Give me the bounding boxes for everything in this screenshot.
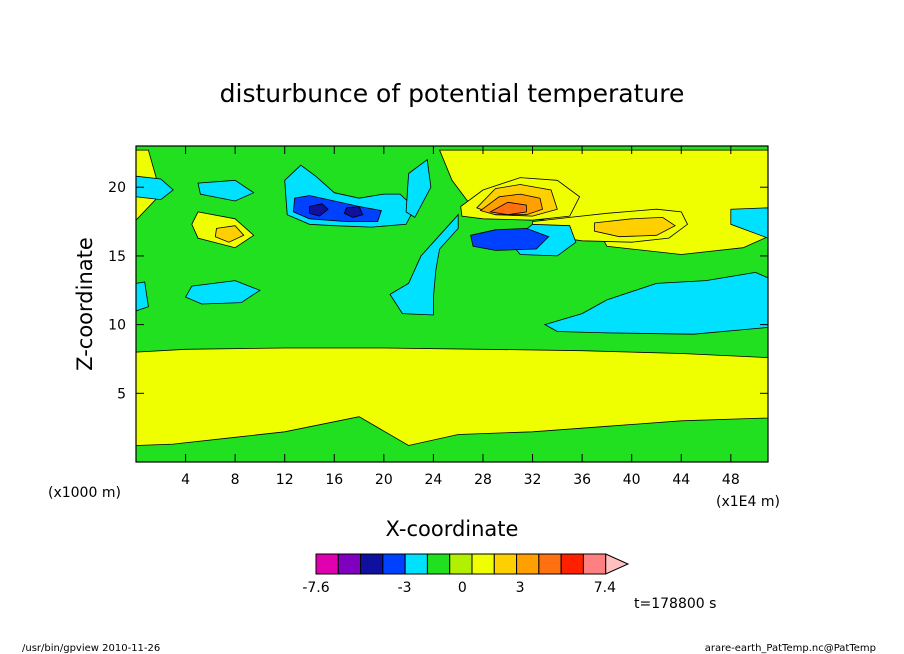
colorbar-swatch [315, 553, 339, 575]
y-tick-label: 5 [117, 386, 126, 402]
x-tick-label: 12 [276, 472, 294, 488]
footer-right-text: arare-earth_PatTemp.nc@PatTemp [705, 643, 876, 654]
x-tick-label: 4 [181, 472, 190, 488]
colorbar-label: 0 [458, 580, 467, 596]
plot-frame [135, 145, 769, 463]
colorbar-swatch [538, 553, 562, 575]
contour-region-5 [214, 225, 245, 243]
x-unit-left-label: (x1000 m) [48, 485, 121, 501]
colorbar-swatch [382, 553, 406, 575]
y-tick-label: 10 [108, 318, 126, 334]
x-tick-label: 44 [672, 472, 690, 488]
colorbar-swatch [582, 553, 607, 575]
y-axis-title: Z-coordinate [73, 237, 97, 371]
chart-title: disturbunce of potential temperature [220, 79, 685, 108]
y-tick-label: 20 [108, 180, 126, 196]
x-tick-label: 40 [623, 472, 641, 488]
colorbar-swatch [449, 553, 473, 575]
colorbar-swatch [493, 553, 518, 575]
contour-region-17 [543, 271, 769, 335]
colorbar-swatch [605, 553, 630, 575]
x-tick-label: 24 [424, 472, 442, 488]
colorbar-swatch [360, 553, 384, 575]
contour-region-15 [185, 280, 261, 305]
colorbar [315, 553, 630, 575]
x-unit-right-label: (x1E4 m) [716, 494, 780, 510]
colorbar-swatch [404, 553, 428, 575]
contour-region-11 [489, 201, 527, 216]
colorbar-label: 3 [516, 580, 525, 596]
x-tick-label: 32 [524, 472, 542, 488]
colorbar-label: -3 [398, 580, 412, 596]
x-tick-label: 8 [231, 472, 240, 488]
x-axis-title: X-coordinate [386, 517, 519, 541]
contour-region-1 [135, 347, 769, 446]
x-tick-label: 48 [722, 472, 740, 488]
colorbar-swatch [560, 553, 584, 575]
x-tick-label: 36 [573, 472, 591, 488]
contour-region-19 [389, 213, 459, 316]
colorbar-swatch [426, 553, 451, 575]
colorbar-labels: -7.6 -3 0 3 7.4 [302, 580, 616, 596]
colorbar-swatch [516, 553, 540, 575]
time-label: t=178800 s [634, 596, 716, 612]
x-tick-label: 28 [474, 472, 492, 488]
plot-area [135, 146, 769, 462]
contour-region-23 [309, 203, 329, 217]
x-axis: 4 8 12 16 20 24 28 32 36 40 44 48 [181, 146, 740, 488]
footer-left-text: /usr/bin/gpview 2010-11-26 [22, 643, 160, 654]
x-tick-label: 20 [375, 472, 393, 488]
colorbar-swatch [471, 553, 495, 575]
contour-region-7 [594, 216, 676, 238]
colorbar-label: -7.6 [302, 580, 329, 596]
colorbar-swatch [337, 553, 362, 575]
contour-region-25 [470, 227, 550, 251]
x-tick-label: 16 [325, 472, 343, 488]
colorbar-label: 7.4 [594, 580, 616, 596]
contour-region-21 [405, 158, 432, 218]
y-tick-label: 15 [108, 249, 126, 265]
contour-region-24 [343, 206, 364, 218]
y-axis: 5 10 15 20 [108, 180, 768, 402]
contour-region-12 [197, 179, 255, 202]
